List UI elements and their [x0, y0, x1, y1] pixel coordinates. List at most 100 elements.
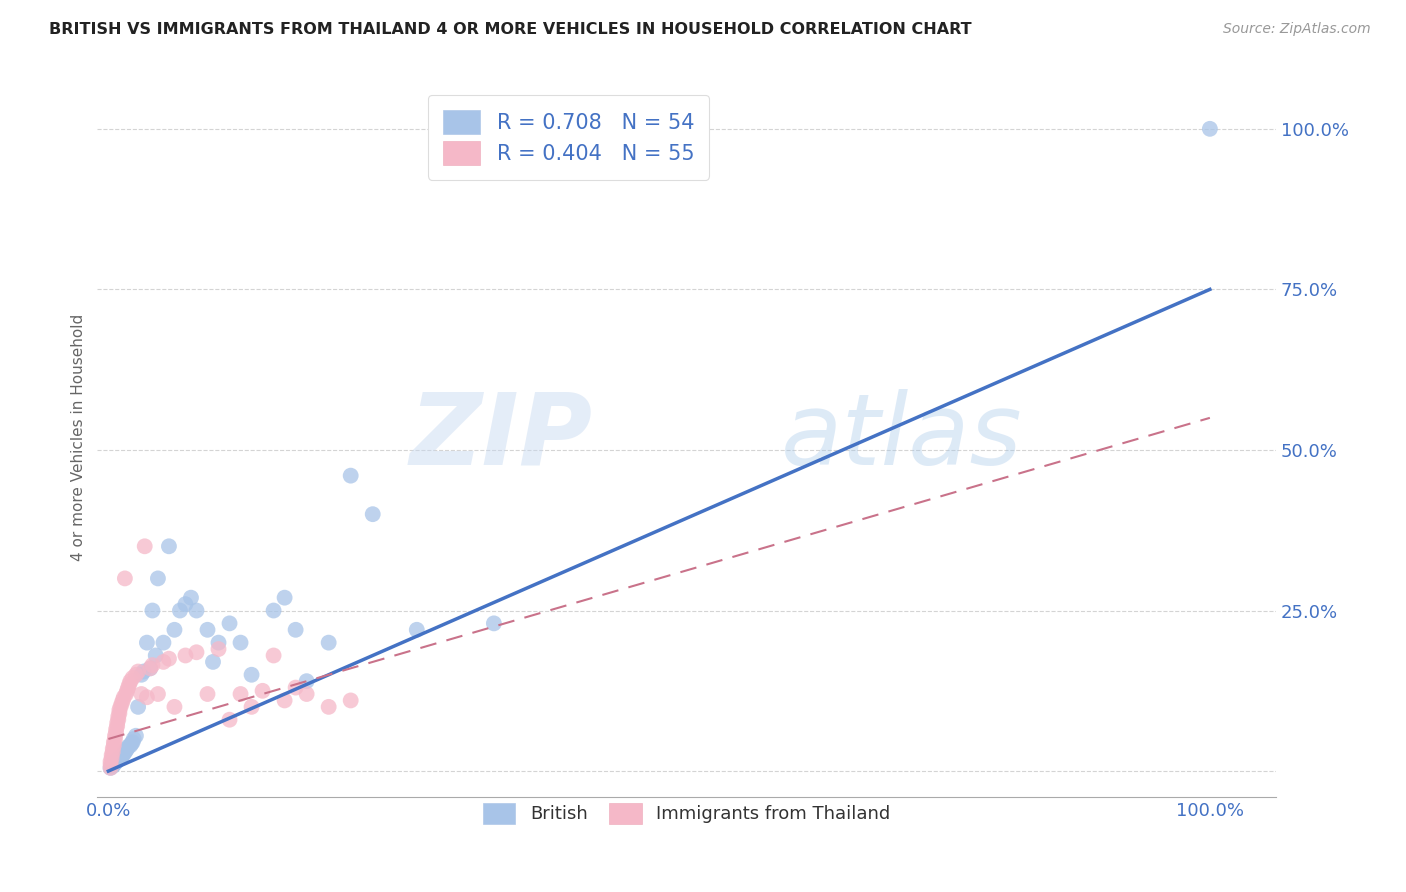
Point	[101, 745, 124, 759]
Point	[115, 741, 138, 756]
Legend: British, Immigrants from Thailand: British, Immigrants from Thailand	[472, 792, 901, 835]
Point	[112, 747, 135, 761]
Point	[339, 693, 361, 707]
Point	[101, 759, 124, 773]
Point	[110, 697, 132, 711]
Point	[197, 623, 219, 637]
Point	[100, 759, 122, 773]
Point	[218, 616, 240, 631]
Point	[105, 725, 128, 739]
Point	[114, 745, 136, 759]
Point	[108, 703, 131, 717]
Point	[117, 681, 139, 695]
Point	[110, 699, 132, 714]
Point	[108, 751, 131, 765]
Point	[111, 747, 134, 762]
Point	[125, 667, 148, 681]
Point	[240, 667, 263, 681]
Point	[105, 715, 128, 730]
Point	[139, 661, 162, 675]
Point	[141, 658, 163, 673]
Point	[100, 761, 122, 775]
Point	[105, 755, 128, 769]
Point	[107, 752, 129, 766]
Point	[169, 603, 191, 617]
Point	[135, 635, 157, 649]
Point	[120, 739, 142, 753]
Point	[318, 635, 340, 649]
Point	[105, 755, 128, 769]
Point	[121, 671, 143, 685]
Point	[127, 699, 149, 714]
Point	[100, 757, 122, 772]
Point	[263, 648, 285, 663]
Point	[197, 687, 219, 701]
Text: ZIP: ZIP	[409, 389, 592, 485]
Point	[180, 591, 202, 605]
Point	[157, 651, 180, 665]
Point	[207, 635, 229, 649]
Point	[105, 719, 128, 733]
Point	[482, 616, 505, 631]
Point	[163, 699, 186, 714]
Point	[100, 755, 122, 769]
Point	[107, 709, 129, 723]
Point	[141, 603, 163, 617]
Point	[100, 747, 122, 762]
Point	[121, 735, 143, 749]
Point	[131, 667, 153, 681]
Point	[263, 603, 285, 617]
Point	[186, 645, 208, 659]
Point	[110, 750, 132, 764]
Point	[146, 687, 169, 701]
Point	[146, 571, 169, 585]
Point	[104, 731, 127, 746]
Point	[252, 683, 274, 698]
Point	[273, 591, 295, 605]
Point	[131, 687, 153, 701]
Point	[339, 468, 361, 483]
Point	[186, 603, 208, 617]
Point	[174, 648, 197, 663]
Point	[114, 571, 136, 585]
Text: BRITISH VS IMMIGRANTS FROM THAILAND 4 OR MORE VEHICLES IN HOUSEHOLD CORRELATION : BRITISH VS IMMIGRANTS FROM THAILAND 4 OR…	[49, 22, 972, 37]
Point	[127, 665, 149, 679]
Point	[152, 635, 174, 649]
Point	[100, 761, 122, 775]
Point	[103, 757, 125, 772]
Point	[107, 713, 129, 727]
Point	[152, 655, 174, 669]
Point	[207, 642, 229, 657]
Point	[104, 729, 127, 743]
Point	[103, 739, 125, 753]
Point	[112, 690, 135, 705]
Point	[103, 735, 125, 749]
Point	[163, 623, 186, 637]
Point	[135, 690, 157, 705]
Point	[157, 539, 180, 553]
Point	[132, 665, 155, 679]
Point	[284, 623, 307, 637]
Point	[240, 699, 263, 714]
Point	[115, 683, 138, 698]
Point	[295, 687, 318, 701]
Point	[125, 729, 148, 743]
Point	[118, 677, 141, 691]
Point	[218, 713, 240, 727]
Point	[120, 674, 142, 689]
Point	[103, 756, 125, 771]
Point	[105, 723, 128, 737]
Point	[105, 754, 128, 768]
Point	[111, 693, 134, 707]
Point	[115, 687, 138, 701]
Point	[1199, 121, 1222, 136]
Text: Source: ZipAtlas.com: Source: ZipAtlas.com	[1223, 22, 1371, 37]
Point	[121, 736, 143, 750]
Point	[201, 655, 224, 669]
Point	[284, 681, 307, 695]
Point	[139, 661, 162, 675]
Point	[145, 648, 167, 663]
Point	[108, 706, 131, 721]
Point	[101, 741, 124, 756]
Y-axis label: 4 or more Vehicles in Household: 4 or more Vehicles in Household	[72, 313, 86, 561]
